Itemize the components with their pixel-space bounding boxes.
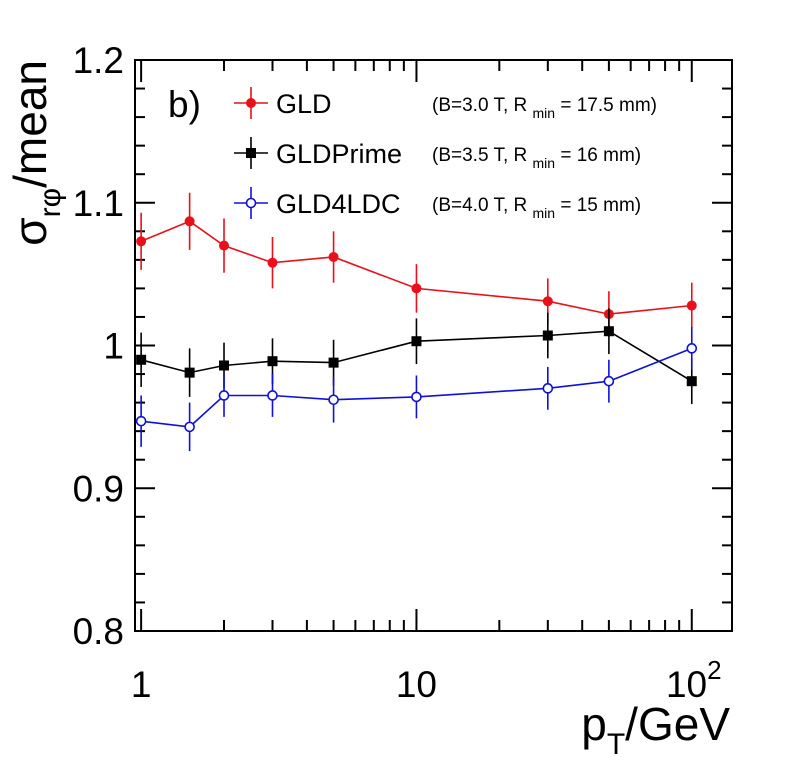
series-gld4ldc <box>135 326 698 452</box>
y-tick-label: 0.8 <box>73 611 124 652</box>
legend-note-text: = 15 mm) <box>555 195 641 216</box>
x-axis-title: pT/GeV <box>581 698 730 761</box>
legend-note-subscript: min <box>533 205 556 221</box>
y-tick-label: 1 <box>103 326 124 367</box>
legend: GLD (B=3.0 T, R min = 17.5 mm) GLDPrime (B=… <box>234 87 657 221</box>
y-tick-label: 0.9 <box>73 468 124 509</box>
panel-label: b) <box>168 84 201 125</box>
legend-label: GLD4LDC <box>276 189 401 219</box>
data-point <box>328 357 339 368</box>
series-layer <box>135 192 698 452</box>
data-point <box>686 300 697 311</box>
x-axis-title-rest: /GeV <box>625 698 730 750</box>
data-point <box>219 360 230 371</box>
legend-entry-gld: GLD (B=3.0 T, R min = 17.5 mm) <box>234 87 657 121</box>
legend-label: GLDPrime <box>276 139 402 169</box>
legend-entry-gld4ldc: GLD4LDC (B=4.0 T, R min = 15 mm) <box>234 187 641 221</box>
data-point <box>136 354 147 365</box>
data-point <box>136 236 147 247</box>
legend-note-text: = 16 mm) <box>555 145 641 166</box>
legend-entry-gldprime: GLDPrime (B=3.5 T, R min = 16 mm) <box>234 137 641 171</box>
y-axis-title-rest: /mean <box>4 60 56 188</box>
series-gld <box>136 192 697 337</box>
legend-note: (B=3.5 T, R min = 16 mm) <box>432 145 641 171</box>
data-point <box>184 216 195 227</box>
data-point <box>542 296 553 307</box>
y-axis-title: σrφ/mean <box>4 60 67 246</box>
y-axis-title-main: σ <box>4 217 56 245</box>
data-point <box>686 376 697 387</box>
data-point <box>267 390 278 401</box>
axis-ticks <box>135 59 732 632</box>
legend-note-text: (B=3.0 T, R <box>432 95 533 116</box>
x-tick-label-base: 10 <box>666 664 707 705</box>
legend-marker <box>246 98 256 108</box>
x-tick-label: 10 <box>396 664 437 705</box>
y-axis-title-sub: rφ <box>34 188 67 217</box>
data-point <box>411 283 422 294</box>
data-point <box>411 391 422 403</box>
data-point <box>542 383 554 394</box>
legend-note-text: = 17.5 mm) <box>555 95 657 116</box>
legend-note-subscript: min <box>533 105 556 121</box>
data-point <box>603 326 614 337</box>
legend-note-text: (B=3.5 T, R <box>432 145 533 166</box>
data-point <box>184 367 195 378</box>
x-tick-label: 1 <box>131 664 152 705</box>
data-point <box>411 336 422 347</box>
data-point <box>328 394 339 406</box>
x-tick-label-exponent: 2 <box>707 655 721 685</box>
data-point <box>686 343 698 354</box>
legend-note-subscript: min <box>533 155 556 171</box>
legend-label: GLD <box>276 89 332 119</box>
legend-marker <box>246 148 256 158</box>
legend-note: (B=4.0 T, R min = 15 mm) <box>432 195 641 221</box>
data-point <box>218 390 230 401</box>
data-point <box>135 415 147 427</box>
data-point <box>267 257 278 268</box>
data-point <box>267 356 278 367</box>
x-axis-title-sub: T <box>607 728 625 761</box>
x-axis-title-main: p <box>581 698 607 750</box>
y-tick-label: 1.2 <box>73 40 124 81</box>
data-point <box>603 375 615 387</box>
x-tick-label: 102 <box>666 655 722 705</box>
legend-marker <box>245 197 257 209</box>
legend-note-text: (B=4.0 T, R <box>432 195 533 216</box>
data-point <box>184 421 195 433</box>
data-point <box>328 251 339 262</box>
data-point <box>219 240 230 251</box>
data-point <box>542 330 553 341</box>
legend-note: (B=3.0 T, R min = 17.5 mm) <box>432 95 657 121</box>
y-tick-label: 1.1 <box>73 183 124 224</box>
